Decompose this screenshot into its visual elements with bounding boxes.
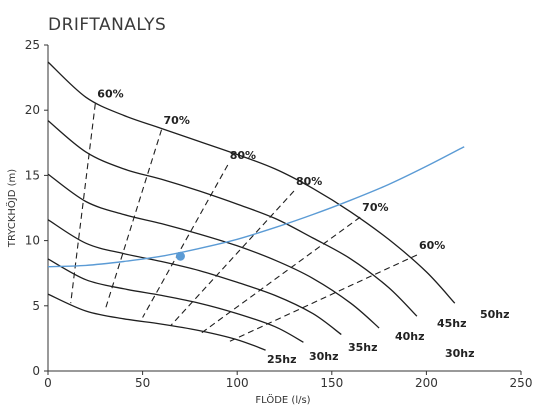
x-tick-label: 150 [320, 376, 343, 390]
efficiency-line [70, 103, 96, 304]
curve-labels: 50hz 45hz 40hz 35hz 30hz 25hz 30hz [267, 308, 510, 366]
efficiency-line [104, 129, 163, 312]
efficiency-label: 60% [97, 88, 123, 101]
pump-curve-35hz [47, 219, 342, 336]
efficiency-lines: 60% 70% 80% 80% 70% 60% [70, 88, 445, 343]
frequency-label: 35hz [348, 341, 378, 354]
frequency-label: 25hz [267, 353, 297, 366]
y-tick-label: 10 [25, 234, 40, 248]
x-tick-label: 0 [44, 376, 52, 390]
x-tick-label: 100 [226, 376, 249, 390]
system-curve [47, 146, 465, 268]
x-tick-label: 50 [135, 376, 150, 390]
efficiency-line [142, 164, 229, 318]
pump-curve-30hz [47, 258, 304, 343]
frequency-label: 30hz [445, 347, 475, 360]
pump-curve-50hz [47, 61, 456, 304]
efficiency-line [170, 190, 295, 326]
x-tick-label: 250 [510, 376, 533, 390]
pump-curve-25hz [47, 293, 266, 351]
chart-title: DRIFTANALYS [48, 15, 166, 35]
efficiency-label: 80% [296, 175, 322, 188]
frequency-label: 40hz [395, 330, 425, 343]
frequency-label: 50hz [480, 308, 510, 321]
efficiency-line [199, 216, 361, 335]
frequency-label: 30hz [309, 350, 339, 363]
pump-curve-40hz [47, 173, 380, 329]
y-tick-label: 25 [25, 38, 40, 52]
frequency-curves [47, 61, 456, 351]
efficiency-label: 70% [362, 201, 388, 214]
pump-curve-45hz [47, 120, 418, 317]
operating-point [175, 251, 185, 261]
y-tick-label: 20 [25, 103, 40, 117]
efficiency-label: 80% [230, 149, 256, 162]
efficiency-line [227, 254, 418, 343]
efficiency-label: 60% [419, 239, 445, 252]
system-curve-group [47, 146, 465, 268]
y-tick-label: 5 [32, 299, 40, 313]
efficiency-label: 70% [164, 114, 190, 127]
x-tick-label: 200 [415, 376, 438, 390]
y-axis-label: TRYCKHÖJD (m) [5, 169, 18, 248]
y-tick-label: 15 [25, 168, 40, 182]
y-tick-label: 0 [32, 364, 40, 378]
axes: 0 50 100 150 200 250 0 5 10 15 20 25 [25, 38, 533, 390]
frequency-label: 45hz [437, 317, 467, 330]
x-axis-label: FLÖDE (l/s) [255, 393, 310, 406]
